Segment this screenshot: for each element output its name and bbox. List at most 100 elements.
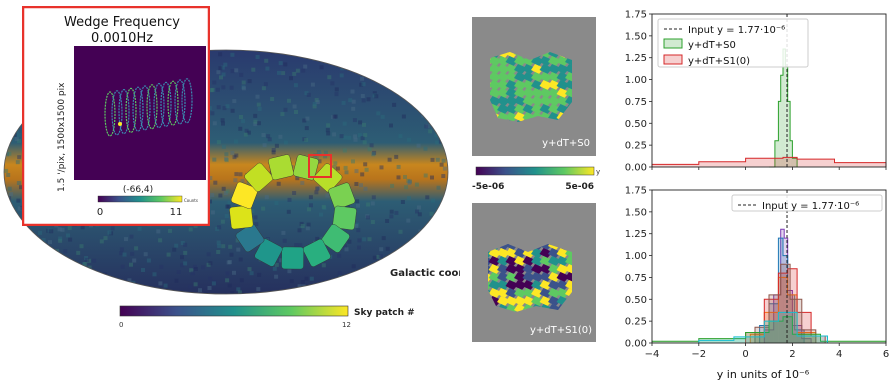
inset-title-line1: Wedge Frequency bbox=[64, 15, 180, 30]
y-tick-label: 1.25 bbox=[625, 53, 647, 64]
hist-bar bbox=[774, 140, 779, 167]
series-component-6 bbox=[698, 311, 828, 343]
sky-colorbar bbox=[119, 305, 349, 317]
hist-bar bbox=[790, 299, 802, 343]
hist-bar bbox=[834, 162, 886, 167]
legend-input-label: Input y = 1.77·10⁻⁶ bbox=[762, 201, 859, 212]
hist-bar bbox=[773, 294, 781, 343]
y-tick-label: 1.50 bbox=[625, 207, 647, 218]
hist-bar bbox=[811, 336, 826, 343]
series-y-dt-s1-0- bbox=[651, 156, 887, 167]
y-tick-label: 0.25 bbox=[625, 317, 647, 328]
inset-coord: (-66,4) bbox=[123, 185, 153, 195]
patch-colorbar-max: 5e-06 bbox=[565, 182, 594, 192]
sky-patch bbox=[230, 181, 259, 209]
hist-bar bbox=[801, 338, 812, 343]
hist-bar bbox=[764, 321, 779, 343]
sky-colorbar-min: 0 bbox=[119, 321, 123, 329]
inset-colorbar bbox=[97, 195, 183, 203]
sky-patch bbox=[235, 223, 265, 253]
x-tick-label: 2 bbox=[789, 349, 795, 360]
y-tick-label: 0.50 bbox=[625, 295, 647, 306]
patch-map-bottom-label: y+dT+S1(0) bbox=[530, 325, 592, 336]
sky-patch bbox=[328, 182, 356, 210]
legend-series-label: y+dT+S1(0) bbox=[688, 56, 750, 67]
hist-bar bbox=[783, 157, 797, 167]
y-tick-label: 0.25 bbox=[625, 141, 647, 152]
sky-patch bbox=[321, 224, 350, 253]
inset-colorbar-unit: Counts bbox=[184, 198, 198, 203]
histograms-panel: 0.00 0.25 0.50 0.75 1.00 1.25 1.50 1.75 Input y … bbox=[625, 10, 889, 382]
hist-bar bbox=[792, 334, 821, 343]
legend-input-label: Input y = 1.77·10⁻⁶ bbox=[688, 25, 785, 36]
hist-bar bbox=[755, 327, 769, 343]
hist-bar bbox=[778, 273, 788, 343]
hist-bar bbox=[652, 341, 699, 343]
hist-bar bbox=[797, 312, 812, 343]
sky-patch bbox=[254, 238, 283, 267]
legend-series-label: y+dT+S0 bbox=[688, 40, 736, 51]
patch-map-bottom bbox=[472, 203, 596, 342]
y-tick-label: 1.00 bbox=[625, 75, 647, 86]
hist-bar bbox=[750, 334, 765, 343]
x-tick-label: −2 bbox=[691, 349, 706, 360]
y-tick-label: 1.00 bbox=[625, 251, 647, 262]
histogram-top: 0.00 0.25 0.50 0.75 1.00 1.25 1.50 1.75 Input y … bbox=[625, 10, 887, 174]
legend: Input y = 1.77·10⁻⁶ bbox=[731, 194, 883, 212]
legend: Input y = 1.77·10⁻⁶ y+dT+S0 y+dT+S1(0) bbox=[657, 18, 809, 68]
x-tick-label: −4 bbox=[645, 349, 660, 360]
hist-bar bbox=[769, 321, 783, 343]
hist-bar bbox=[797, 336, 828, 343]
wedge-inset: Wedge Frequency 0.0010Hz 1.5 '/pix, 1500… bbox=[22, 6, 210, 226]
hist-outline bbox=[749, 276, 817, 344]
inset-colorbar-max: 11 bbox=[170, 207, 183, 218]
hist-bar bbox=[787, 268, 798, 343]
sky-colorbar-title: Sky patch # bbox=[354, 308, 415, 318]
patch-colorbar bbox=[475, 166, 595, 176]
patch-maps-panel: y+dT+S0 y -5e-06 5e-06 y+dT+S1(0) bbox=[472, 17, 600, 342]
hist-bar bbox=[820, 341, 886, 343]
hist-bar bbox=[780, 229, 785, 343]
hist-bar bbox=[698, 161, 746, 167]
patch-colorbar-min: -5e-06 bbox=[472, 182, 504, 192]
y-tick-label: 1.75 bbox=[625, 10, 647, 21]
sky-patch bbox=[302, 238, 331, 267]
histogram-xlabel: y in units of 10⁻⁶ bbox=[717, 368, 810, 381]
y-tick-label: 0.50 bbox=[625, 119, 647, 130]
hist-bar bbox=[787, 101, 790, 167]
hist-bar bbox=[783, 255, 788, 343]
hist-bar bbox=[780, 75, 783, 167]
hist-bar bbox=[787, 294, 795, 343]
y-tick-label: 1.50 bbox=[625, 31, 647, 42]
x-tick-label: 0 bbox=[742, 349, 748, 360]
hist-bar bbox=[733, 336, 765, 343]
hist-bar bbox=[790, 140, 793, 167]
hist-outline bbox=[754, 263, 817, 344]
sky-patch bbox=[229, 205, 254, 230]
galactic-coord-label: Galactic coord. bbox=[390, 268, 460, 279]
hist-bar bbox=[769, 303, 779, 343]
hist-bar bbox=[769, 294, 781, 343]
sky-patch bbox=[281, 246, 304, 270]
sky-patch bbox=[332, 205, 357, 231]
sky-patch bbox=[244, 162, 274, 192]
hist-bar bbox=[764, 312, 779, 343]
hist-bar bbox=[783, 316, 793, 343]
y-tick-label: 0.75 bbox=[625, 97, 647, 108]
hist-bar bbox=[778, 101, 781, 167]
hist-bar bbox=[797, 159, 835, 167]
sky-patch bbox=[268, 154, 294, 181]
hist-bar bbox=[764, 329, 774, 343]
inset-ylabel: 1.5 '/pix, 1500x1500 pix bbox=[57, 82, 67, 192]
histogram-bottom: 0.00 0.25 0.50 0.75 1.00 1.25 1.50 1.75 −4 −2 0 2 4 6… bbox=[625, 186, 889, 361]
patch-map-top-label: y+dT+S0 bbox=[542, 138, 590, 149]
hist-bar bbox=[745, 332, 769, 343]
selected-patch-box bbox=[308, 154, 332, 178]
y-tick-label: 1.75 bbox=[625, 186, 647, 197]
hist-bar bbox=[745, 158, 783, 167]
y-tick-label: 0.00 bbox=[625, 163, 647, 174]
x-tick-label: 6 bbox=[883, 349, 889, 360]
hist-bar bbox=[783, 49, 786, 167]
sky-colorbar-max: 12 bbox=[342, 321, 351, 329]
hist-bar bbox=[797, 332, 816, 343]
